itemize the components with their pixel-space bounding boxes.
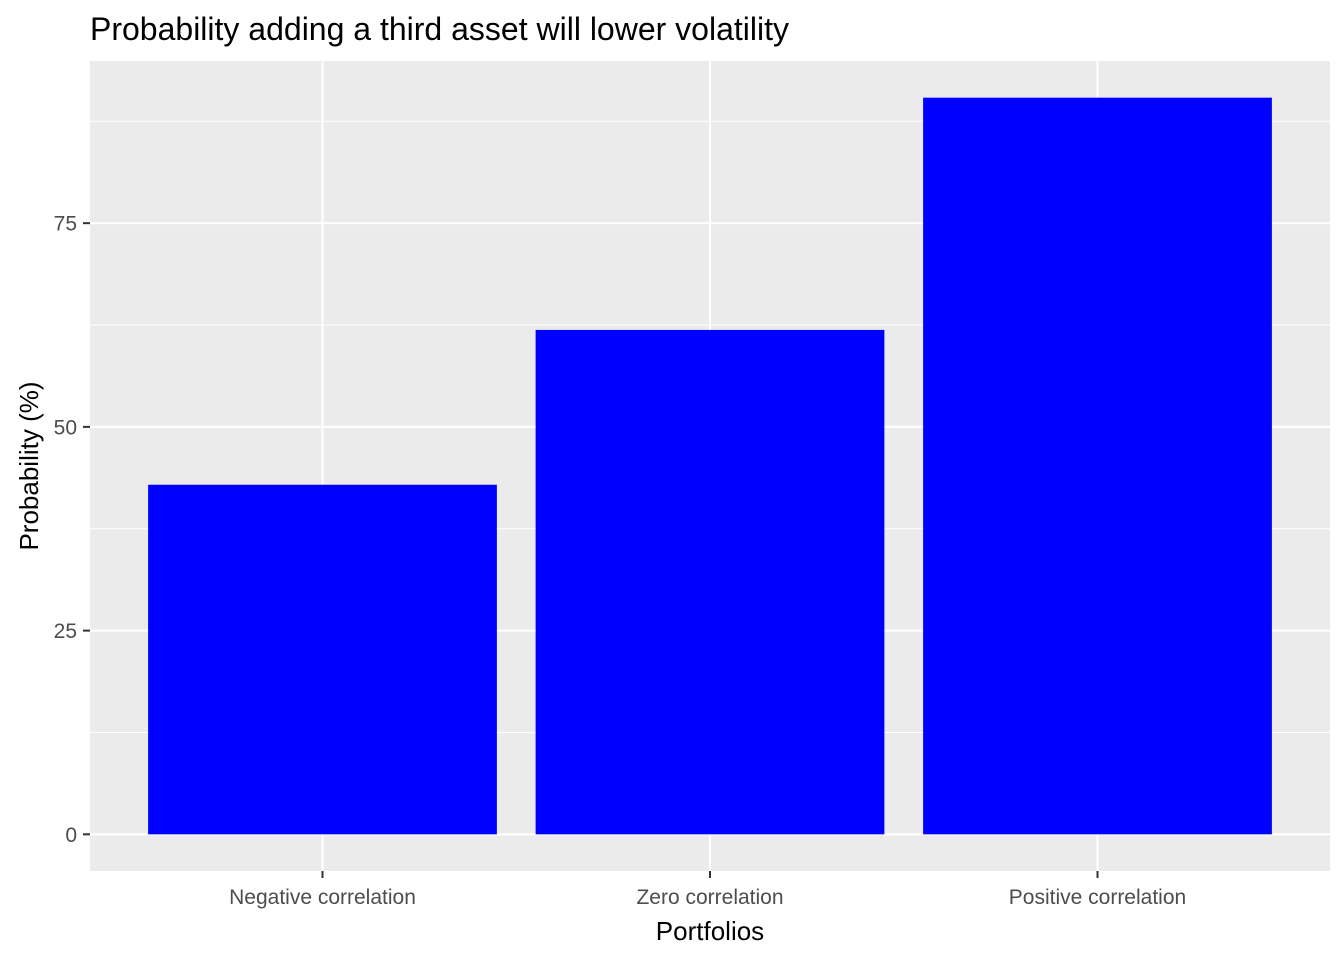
y-tick-label: 75 <box>54 213 77 236</box>
chart-title: Probability adding a third asset will lo… <box>90 11 789 47</box>
bars <box>148 97 1272 835</box>
x-tick-label: Zero correlation <box>636 886 783 909</box>
y-axis: 0 25 50 75 <box>54 213 90 847</box>
x-tick-label: Negative correlation <box>229 886 416 909</box>
x-tick-label: Positive correlation <box>1009 886 1186 909</box>
bar <box>148 484 497 835</box>
y-axis-title: Probability (%) <box>14 381 44 550</box>
bar <box>923 97 1272 835</box>
x-axis-title: Portfolios <box>656 916 764 946</box>
bar <box>535 329 885 835</box>
y-tick-label: 25 <box>54 620 77 643</box>
y-tick-label: 0 <box>65 824 77 847</box>
x-axis: Negative correlation Zero correlation Posi… <box>229 871 1186 909</box>
y-tick-label: 50 <box>54 416 77 439</box>
